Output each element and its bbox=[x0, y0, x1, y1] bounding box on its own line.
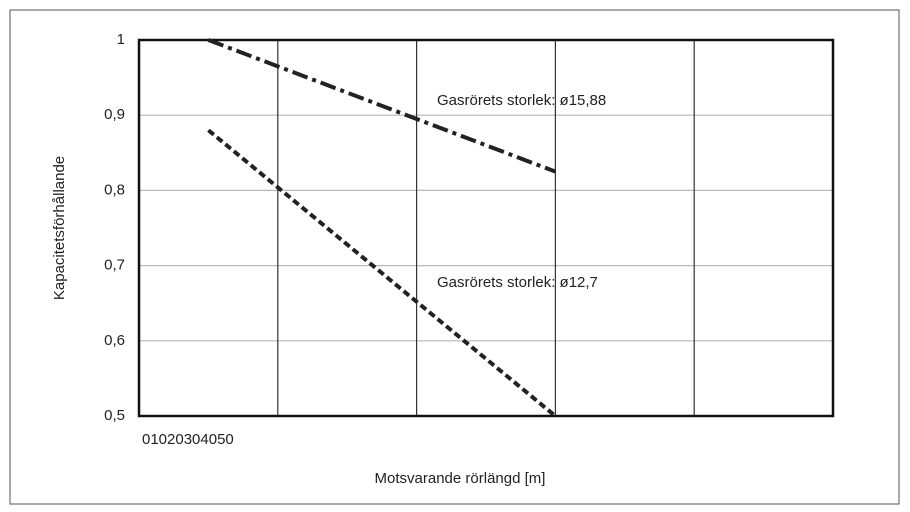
series-line bbox=[207, 128, 557, 418]
x-tick-label: 20 bbox=[167, 431, 184, 448]
chart-frame bbox=[9, 9, 900, 505]
series-line bbox=[207, 38, 557, 174]
plot-border bbox=[137, 38, 835, 418]
x-tick-label: 0 bbox=[142, 431, 150, 448]
x-tick-label: 50 bbox=[217, 431, 234, 448]
y-tick-label: 0,9 bbox=[104, 106, 125, 123]
y-tick-label: 0,6 bbox=[104, 332, 125, 349]
x-tick-label: 10 bbox=[150, 431, 167, 448]
y-tick-label: 0,7 bbox=[104, 257, 125, 274]
y-tick-label: 0,5 bbox=[104, 407, 125, 424]
y-tick-label: 1 bbox=[117, 31, 125, 48]
series-label: Gasrörets storlek: ø12,7 bbox=[437, 274, 598, 291]
x-tick-label: 40 bbox=[200, 431, 217, 448]
y-axis-label: Kapacitetsförhållande bbox=[51, 156, 68, 300]
x-tick-label: 30 bbox=[184, 431, 201, 448]
series-label: Gasrörets storlek: ø15,88 bbox=[437, 92, 606, 109]
x-axis-label: Motsvarande rörlängd [m] bbox=[375, 470, 546, 487]
y-tick-label: 0,8 bbox=[104, 181, 125, 198]
